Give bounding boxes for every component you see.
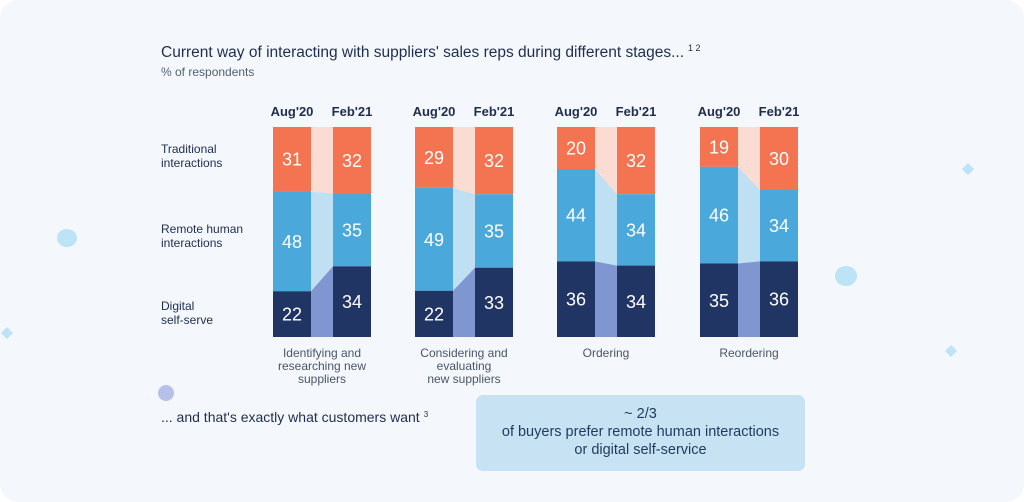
period-label-aug20-group-1: Aug'20 <box>271 104 314 119</box>
bar-segment-traditional-feb21-group-2 <box>475 127 513 195</box>
connector-traditional-group-1 <box>311 127 333 194</box>
period-label-aug20-group-2: Aug'20 <box>413 104 456 119</box>
chart-title: Current way of interacting with supplier… <box>161 43 701 62</box>
connector-remote-group-3 <box>595 169 617 266</box>
value-label-remote-feb21-group-1: 35 <box>342 220 362 240</box>
decor-diamond-right-bottom <box>945 345 957 357</box>
bar-segment-traditional-aug20-group-3 <box>557 127 595 169</box>
connector-traditional-group-2 <box>453 127 475 195</box>
footer-text-content: ... and that's exactly what customers wa… <box>161 409 420 425</box>
value-label-traditional-aug20-group-1: 31 <box>282 150 302 170</box>
period-label-aug20-group-4: Aug'20 <box>698 104 741 119</box>
value-label-digital-aug20-group-1: 22 <box>282 305 302 325</box>
value-label-digital-aug20-group-4: 35 <box>709 291 729 311</box>
bar-segment-remote-aug20-group-2 <box>415 187 453 291</box>
decor-circle-purple <box>158 385 174 401</box>
bar-segment-traditional-feb21-group-3 <box>617 127 655 195</box>
footer-text: ... and that's exactly what customers wa… <box>161 409 428 425</box>
bar-segment-digital-feb21-group-3 <box>617 265 655 337</box>
value-label-remote-aug20-group-2: 49 <box>424 230 444 250</box>
callout-line-2: of buyers prefer remote human interactio… <box>501 424 780 440</box>
value-label-traditional-aug20-group-3: 20 <box>566 139 586 159</box>
callout-box: ~ 2/3 of buyers prefer remote human inte… <box>476 395 805 471</box>
bar-segment-traditional-aug20-group-4 <box>700 127 738 167</box>
row-label-traditional: Traditional interactions <box>161 142 223 170</box>
period-label-feb21-group-2: Feb'21 <box>474 104 515 119</box>
value-label-traditional-aug20-group-2: 29 <box>424 148 444 168</box>
bar-segment-remote-aug20-group-1 <box>273 191 311 292</box>
bar-segment-traditional-feb21-group-4 <box>760 127 798 190</box>
callout-line-1: ~ 2/3 <box>624 406 657 422</box>
bar-segment-traditional-aug20-group-2 <box>415 127 453 188</box>
connector-traditional-group-3 <box>595 127 617 195</box>
bar-segment-remote-feb21-group-2 <box>475 194 513 268</box>
chart-subtitle: % of respondents <box>161 65 255 79</box>
connector-digital-group-3 <box>595 261 617 337</box>
period-label-feb21-group-4: Feb'21 <box>759 104 800 119</box>
decor-diamond-right-top <box>962 163 974 175</box>
value-label-remote-feb21-group-2: 35 <box>484 221 504 241</box>
value-label-traditional-feb21-group-3: 32 <box>626 151 646 171</box>
callout-line-3: or digital self-service <box>574 442 707 458</box>
value-label-traditional-feb21-group-1: 32 <box>342 151 362 171</box>
bar-segment-digital-aug20-group-1 <box>273 291 311 337</box>
category-label-group-1: Identifying and researching new suppliers <box>278 346 366 386</box>
chart-title-footnote: 1 2 <box>688 43 701 53</box>
value-label-traditional-aug20-group-4: 19 <box>709 137 729 157</box>
value-label-digital-feb21-group-4: 36 <box>769 290 789 310</box>
chart-title-text: Current way of interacting with supplier… <box>161 44 685 61</box>
category-label-group-2: Considering and evaluating new suppliers <box>420 346 507 386</box>
bar-segment-remote-aug20-group-4 <box>700 166 738 264</box>
connector-digital-group-1 <box>311 266 333 337</box>
value-label-traditional-feb21-group-2: 32 <box>484 151 504 171</box>
value-label-traditional-feb21-group-4: 30 <box>769 149 789 169</box>
connector-remote-group-4 <box>738 166 760 264</box>
bar-segment-digital-aug20-group-4 <box>700 263 738 337</box>
value-label-digital-feb21-group-3: 34 <box>626 292 646 312</box>
row-label-remote: Remote human interactions <box>161 222 244 250</box>
bar-segment-digital-feb21-group-4 <box>760 261 798 337</box>
period-label-aug20-group-3: Aug'20 <box>555 104 598 119</box>
bar-segment-digital-feb21-group-1 <box>333 266 371 337</box>
bar-segment-remote-feb21-group-3 <box>617 194 655 266</box>
bar-segment-remote-feb21-group-4 <box>760 190 798 262</box>
bar-segment-remote-aug20-group-3 <box>557 169 595 262</box>
value-label-remote-feb21-group-4: 34 <box>769 216 789 236</box>
period-label-feb21-group-3: Feb'21 <box>616 104 657 119</box>
bar-segment-traditional-aug20-group-1 <box>273 127 311 192</box>
connector-digital-group-2 <box>453 267 475 337</box>
bar-segment-digital-feb21-group-2 <box>475 267 513 337</box>
decor-ellipse-left <box>57 229 77 247</box>
value-label-remote-feb21-group-3: 34 <box>626 220 646 240</box>
decor-ellipse-right <box>835 266 857 286</box>
value-label-remote-aug20-group-1: 48 <box>282 232 302 252</box>
connector-digital-group-4 <box>738 261 760 337</box>
row-label-digital: Digital self-serve <box>161 299 214 327</box>
bar-segment-remote-feb21-group-1 <box>333 193 371 267</box>
connector-traditional-group-4 <box>738 127 760 190</box>
value-label-digital-feb21-group-1: 34 <box>342 292 362 312</box>
bar-segment-digital-aug20-group-3 <box>557 261 595 337</box>
value-label-digital-aug20-group-2: 22 <box>424 304 444 324</box>
value-label-remote-aug20-group-3: 44 <box>566 206 586 226</box>
value-label-digital-aug20-group-3: 36 <box>566 290 586 310</box>
footer-footnote: 3 <box>423 410 429 419</box>
bar-segment-digital-aug20-group-2 <box>415 290 453 337</box>
connector-remote-group-1 <box>311 191 333 292</box>
value-label-remote-aug20-group-4: 46 <box>709 206 729 226</box>
period-label-feb21-group-1: Feb'21 <box>332 104 373 119</box>
category-label-group-4: Reordering <box>719 346 778 360</box>
decor-diamond-left <box>1 327 13 339</box>
category-label-group-3: Ordering <box>583 346 630 360</box>
value-label-digital-feb21-group-2: 33 <box>484 293 504 313</box>
bar-segment-traditional-feb21-group-1 <box>333 127 371 194</box>
connector-remote-group-2 <box>453 187 475 291</box>
